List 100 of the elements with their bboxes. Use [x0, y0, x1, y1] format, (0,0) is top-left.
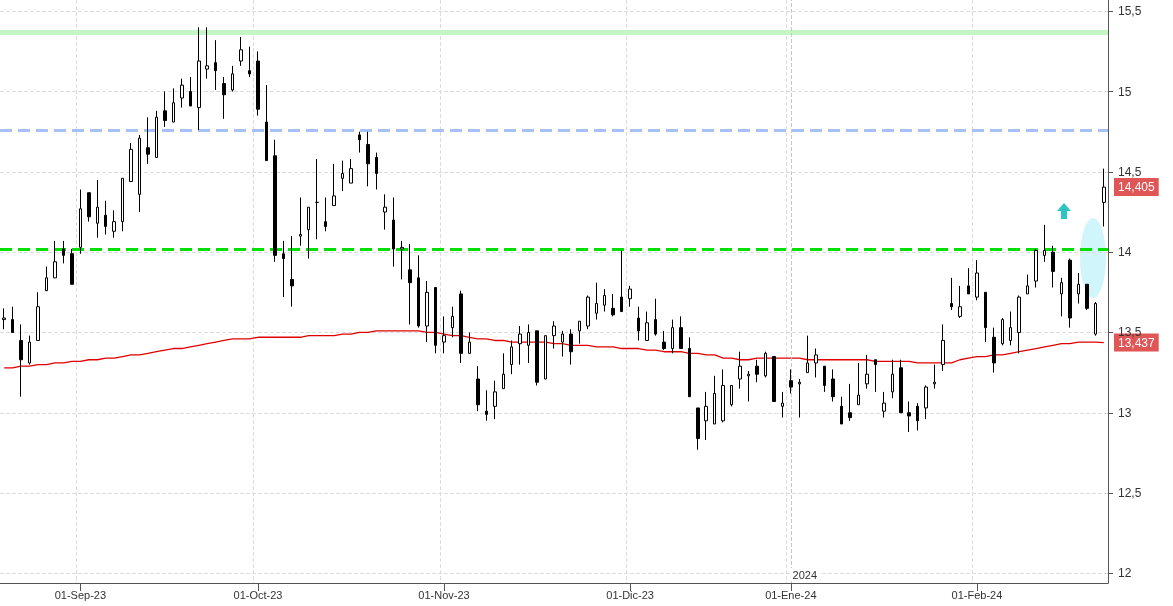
candlestick — [586, 295, 590, 330]
candlestick — [747, 370, 750, 403]
candlestick — [62, 240, 65, 264]
candlestick — [1051, 245, 1055, 288]
candlestick — [11, 306, 14, 333]
candlestick — [324, 197, 327, 232]
candlestick — [96, 179, 99, 239]
candlestick — [865, 354, 869, 390]
candlestick — [180, 78, 184, 109]
candlestick — [857, 362, 860, 406]
text: 14,405 — [1118, 180, 1156, 195]
candlestick — [696, 407, 700, 451]
candlestick — [1017, 295, 1021, 354]
candlestick — [485, 389, 488, 422]
candlestick — [459, 290, 463, 364]
candlestick — [941, 323, 945, 372]
candlestick — [307, 206, 310, 260]
y-tick-label: 15,5 — [1118, 4, 1142, 19]
candlestick — [28, 335, 31, 366]
x-tick-label: 01-Sep-23 — [54, 588, 107, 601]
candlestick — [502, 352, 505, 390]
candlestick — [840, 396, 843, 425]
candlestick — [265, 84, 268, 162]
candlestick — [738, 351, 742, 390]
candlestick — [425, 280, 429, 343]
candlestick — [19, 323, 23, 398]
candlestick — [1009, 311, 1012, 346]
candlestick — [823, 365, 826, 393]
candlestick — [36, 291, 40, 341]
y-tick-label: 15 — [1118, 84, 1132, 99]
candlestick — [1060, 277, 1063, 317]
candlestick — [476, 365, 480, 412]
candlestick — [578, 320, 581, 345]
candlestick — [798, 378, 801, 419]
candlestick — [561, 330, 564, 358]
candlestick — [366, 131, 370, 187]
candlestick — [916, 402, 919, 431]
candlestick — [713, 375, 716, 425]
candlestick — [628, 285, 632, 308]
ref-line-label: 2024 — [792, 568, 818, 581]
candlestick — [248, 46, 251, 78]
candlestick — [341, 160, 344, 192]
candlestick — [806, 335, 809, 374]
candlestick — [87, 192, 91, 223]
candlestick — [129, 142, 133, 182]
candlestick — [70, 248, 74, 285]
x-tick-label: 01-Ene-24 — [765, 588, 817, 601]
candlestick — [434, 286, 437, 354]
candlestick — [544, 335, 547, 380]
candlestick — [975, 259, 979, 301]
candlestick — [1085, 283, 1089, 311]
candlestick — [721, 368, 725, 423]
candlestick — [831, 368, 835, 403]
candlestick — [79, 189, 82, 255]
candlestick — [671, 319, 674, 354]
candlestick — [764, 351, 767, 378]
candlestick — [358, 131, 361, 154]
candlestick — [730, 384, 733, 407]
candlestick — [950, 277, 953, 311]
candlestick — [231, 65, 234, 93]
candlestick — [273, 139, 277, 263]
candlestick — [645, 311, 649, 341]
candlestick — [688, 336, 691, 398]
candlestick — [704, 391, 708, 441]
candlestick — [848, 383, 852, 422]
candlestick — [112, 209, 116, 239]
candlestick — [1102, 168, 1106, 227]
y-tick-label: 13 — [1118, 405, 1132, 420]
line-series — [3, 330, 1105, 369]
candlestick — [408, 243, 412, 325]
candlestick — [595, 282, 598, 321]
candlestick — [1001, 317, 1004, 346]
candlestick — [662, 330, 666, 351]
candlestick — [214, 39, 217, 91]
candlestick — [569, 328, 573, 366]
candlestick — [984, 291, 987, 343]
candlestick — [882, 391, 886, 419]
candlestick — [417, 254, 420, 329]
candlestick — [332, 163, 336, 207]
y-tick-label: 14 — [1118, 245, 1132, 260]
candlestick — [493, 380, 497, 420]
candlestick — [172, 87, 175, 123]
candlestick — [451, 306, 454, 338]
candlestick — [383, 193, 387, 231]
candlestick — [53, 240, 57, 279]
candlestick — [138, 134, 141, 213]
x-tick-label: 01-Nov-23 — [418, 588, 470, 601]
candlestick — [772, 356, 776, 403]
candlestick — [45, 266, 48, 292]
candlestick — [256, 50, 260, 117]
candlestick — [121, 177, 124, 232]
candlestick — [392, 197, 395, 268]
candlestick — [222, 76, 226, 120]
candlestick — [518, 325, 522, 366]
candlestick — [637, 306, 640, 341]
candlestick — [603, 288, 606, 313]
candlestick — [1068, 258, 1072, 329]
candlestick — [1034, 248, 1038, 288]
candlestick — [814, 348, 818, 378]
candlestick — [1094, 301, 1097, 337]
